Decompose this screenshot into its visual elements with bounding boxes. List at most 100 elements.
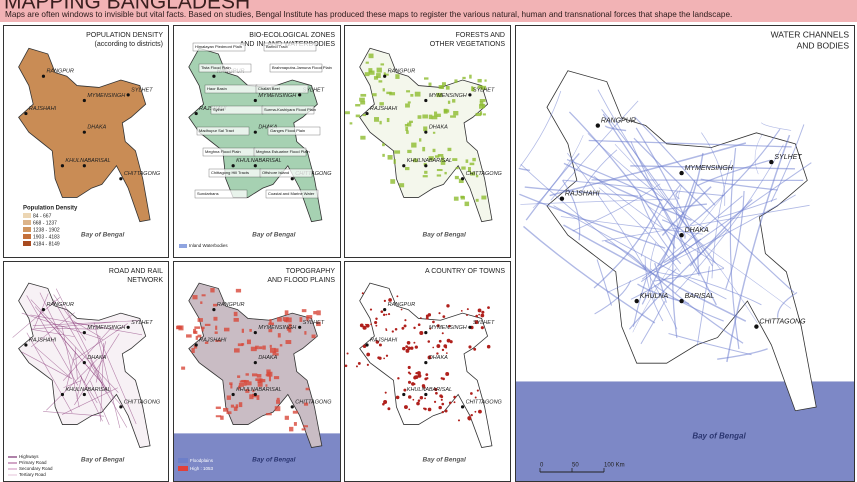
texture [405,103,410,108]
texture [306,315,313,319]
town-dot [435,391,438,395]
city-dot [212,308,216,312]
panel-title: FORESTS AND [456,32,505,39]
road [83,364,93,384]
city-label: BARISAL [87,387,110,393]
channel [640,162,812,283]
town-dot [375,317,378,320]
town-dot [402,346,406,351]
town-dot [385,313,388,316]
city-dot [82,392,86,397]
city-label: KHULNA [65,387,88,393]
town-dot [405,345,408,348]
texture [450,115,456,118]
channel [668,333,752,356]
texture [479,104,484,109]
scale-label: 0 [540,463,544,469]
channel [654,284,724,322]
texture [368,70,375,75]
road [33,293,49,329]
texture [477,85,483,89]
map-panel: ROAD AND RAIL NETWORK RANGPUR SYLHET RAJSHAH… [3,261,169,482]
town-dot [468,345,472,349]
legend-label: 1903 - 4183 [33,234,60,240]
city-dot [559,196,565,201]
town-dot [357,361,361,365]
city-label: SYLHET [131,87,153,93]
city-dot [253,98,257,103]
channel [524,186,639,197]
channel [628,228,727,330]
texture [390,179,396,184]
town-dot [439,394,443,398]
texture [477,78,482,83]
texture [269,344,272,348]
texture [437,153,444,157]
town-dot [403,405,408,410]
city-label: RANGPUR [388,302,416,308]
texture [409,120,413,123]
city-dot [383,308,387,312]
town-dot [365,323,370,328]
zone-label: Chalan Beel [258,86,280,91]
texture [251,373,258,377]
city-dot [231,164,235,168]
texture [411,142,417,148]
channel [661,219,686,239]
channel [520,198,676,205]
texture [238,385,241,390]
town-dot [407,346,411,351]
texture [428,82,432,86]
city-dot [126,93,130,97]
channel [640,301,666,345]
channel [604,125,627,132]
town-dot [382,313,386,317]
legend-label: Highways [19,454,39,459]
map-panel: FORESTS AND OTHER VEGETATIONS RANGPUR SYLHE… [344,25,511,258]
town-dot [414,375,417,378]
city-dot [460,177,465,181]
texture [453,196,459,201]
texture [257,381,263,387]
channel [683,275,762,306]
town-dot [382,402,385,406]
channel [601,204,810,242]
town-dot [383,299,386,303]
city-dot [424,392,428,397]
city-dot [119,405,123,409]
city-dot [460,405,465,409]
town-dot [383,400,388,405]
city-dot [253,130,257,134]
channel [689,128,781,226]
texture [436,92,443,98]
texture [417,115,422,119]
town-dot [419,396,424,400]
town-dot [396,295,399,298]
town-dot [429,327,432,330]
channel [601,109,713,267]
texture [441,82,446,86]
texture [243,380,249,383]
channel [770,124,805,203]
city-label: DHAKA [429,125,448,131]
zone-label-box [267,126,321,136]
texture [237,343,244,347]
legend-label: Inland Waterbodies [189,243,228,248]
country-shape [18,282,151,448]
texture [284,415,289,420]
texture [447,147,452,152]
panel-title: POPULATION DENSITY [86,32,163,39]
map-panel: A COUNTRY OF TOWNS RANGPUR SYLHET RAJSHAHI M… [344,261,511,482]
town-dot [460,309,463,312]
texture [471,86,475,92]
road [26,332,73,414]
town-dot [477,308,482,313]
city-dot [595,123,601,128]
channel [596,259,613,306]
town-dot [409,372,412,375]
channel [675,191,680,200]
texture [197,318,203,322]
town-dot [408,408,411,411]
texture [434,111,438,117]
sea-label: Bay of Bengal [423,457,467,464]
